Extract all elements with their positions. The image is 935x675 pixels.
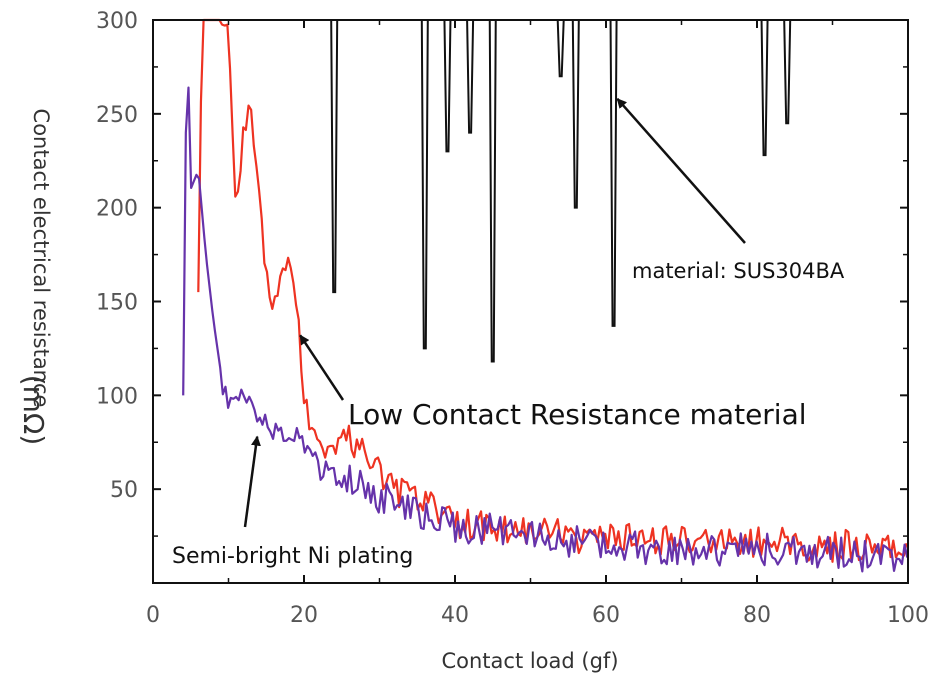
series-layer: [156, 18, 909, 573]
y-axis-label: Contact electrical resistance: [29, 109, 53, 408]
x-tick-label: 60: [592, 603, 620, 628]
series-ni-line: [182, 86, 909, 573]
x-tick-label: 0: [146, 603, 160, 628]
y-tick-label: 50: [110, 478, 138, 503]
annotation-sus-label: material: SUS304BA: [632, 259, 845, 283]
y-tick-label: 200: [96, 197, 138, 222]
annotation-lcr-arrow: [299, 334, 345, 401]
ticks-layer: [152, 19, 909, 583]
y-tick-label: 300: [96, 9, 138, 34]
annotation-ni-arrow: [243, 435, 261, 528]
y-tick-label: 150: [96, 291, 138, 316]
annotation-lcr: Low Contact Resistance material: [299, 334, 807, 431]
annotation-layer: material: SUS304BA Low Contact Resistance…: [172, 97, 845, 569]
annotation-lcr-label: Low Contact Resistance material: [348, 398, 807, 431]
series-sus-line: [156, 19, 908, 363]
series-lcr: [197, 18, 908, 563]
series-lcr-line: [197, 18, 908, 563]
series-sus: [156, 19, 908, 363]
y-tick-label: 100: [96, 384, 138, 409]
x-tick-label: 80: [743, 603, 771, 628]
x-tick-label: 40: [441, 603, 469, 628]
annotation-ni-label: Semi-bright Ni plating: [172, 544, 413, 569]
plot-frame: [152, 19, 909, 584]
annotation-sus-arrow: [616, 97, 746, 244]
ticklabel-layer: 0 20 40 60 80 100 50 100 150 200 250 300: [96, 9, 929, 628]
x-axis-label: Contact load (gf): [441, 649, 618, 673]
annotation-sus: material: SUS304BA: [616, 97, 845, 283]
series-ni: [182, 86, 909, 573]
y-tick-label: 250: [96, 103, 138, 128]
x-tick-label: 20: [290, 603, 318, 628]
x-tick-label: 100: [887, 603, 929, 628]
y-axis-unit: (mΩ): [17, 375, 50, 446]
annotation-ni: Semi-bright Ni plating: [172, 435, 413, 569]
